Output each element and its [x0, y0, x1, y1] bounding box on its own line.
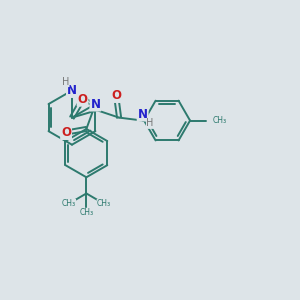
Text: N: N: [138, 108, 148, 121]
Text: N: N: [67, 84, 77, 97]
Text: CH₃: CH₃: [61, 199, 76, 208]
Text: CH₃: CH₃: [97, 199, 111, 208]
Text: O: O: [111, 89, 121, 102]
Text: O: O: [78, 93, 88, 106]
Text: CH₃: CH₃: [79, 208, 93, 217]
Text: CH₃: CH₃: [213, 116, 227, 125]
Text: H: H: [62, 77, 69, 87]
Text: H: H: [146, 118, 154, 128]
Text: O: O: [61, 126, 71, 139]
Text: N: N: [90, 98, 100, 111]
